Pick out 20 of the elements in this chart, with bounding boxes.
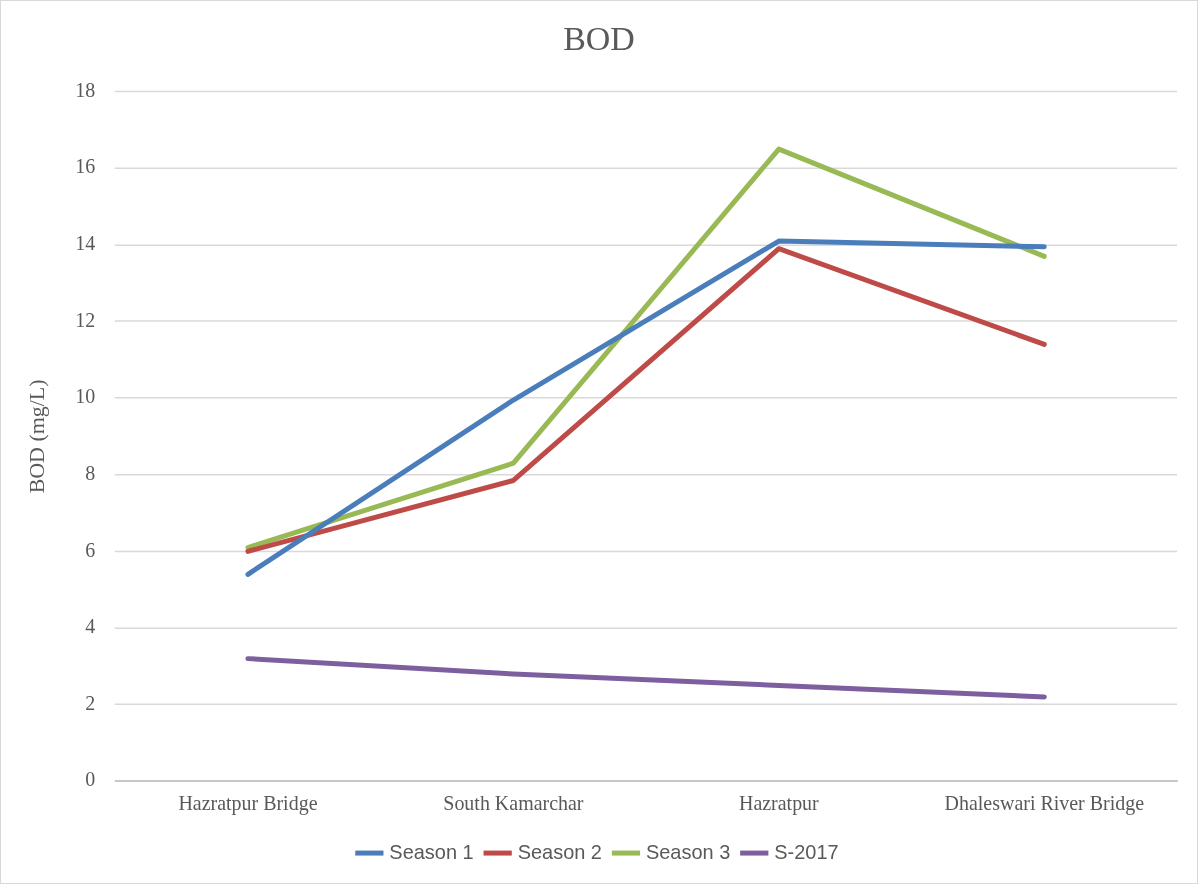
- y-tick-label: 8: [85, 461, 96, 484]
- legend-label: Season 1: [389, 840, 474, 863]
- x-tick-label: Hazratpur: [738, 792, 820, 816]
- x-tick-label: Dhaleswari River Bridge: [944, 792, 1145, 816]
- legend-label: Season 2: [517, 840, 602, 863]
- y-tick-label: 6: [85, 538, 96, 561]
- y-tick-label: 2: [85, 691, 96, 714]
- y-tick-label: 18: [75, 78, 96, 101]
- y-tick-label: 12: [75, 308, 96, 331]
- y-tick-label: 10: [75, 385, 96, 408]
- legend-label: S-2017: [774, 840, 839, 863]
- x-tick-label: South Kamarchar: [443, 792, 584, 815]
- chart-title: BOD: [563, 20, 635, 58]
- x-tick-label: Hazratpur Bridge: [178, 792, 318, 816]
- y-tick-label: 14: [75, 232, 96, 255]
- y-tick-label: 4: [85, 615, 96, 638]
- y-tick-label: 16: [75, 155, 96, 178]
- y-axis-title: BOD (mg/L): [23, 379, 49, 494]
- legend-label: Season 3: [645, 840, 731, 863]
- y-tick-label: 0: [85, 768, 96, 791]
